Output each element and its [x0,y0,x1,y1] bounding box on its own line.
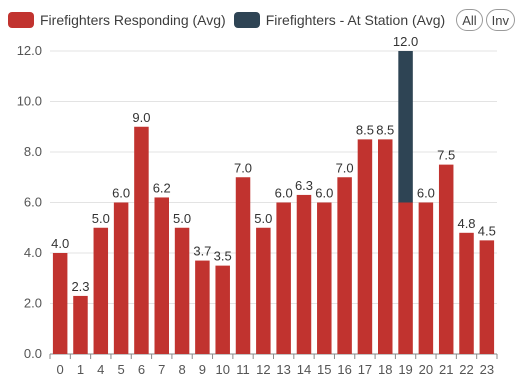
x-tick-label: 9 [199,362,206,377]
bar-responding [154,197,169,354]
y-tick-label: 0.0 [24,346,42,361]
bar-responding [93,227,109,354]
y-tick-label: 10.0 [17,94,42,109]
data-label: 6.0 [275,186,293,201]
x-tick-label: 0 [57,362,64,377]
data-label: 5.0 [92,211,110,226]
y-tick-label: 12.0 [17,43,42,58]
bar-responding [378,139,393,354]
bar-responding [479,240,495,354]
chart-legend: Firefighters Responding (Avg) Firefighte… [8,9,515,31]
bar-responding [134,126,149,354]
x-tick-label: 17 [358,362,372,377]
select-all-button[interactable]: All [456,9,483,31]
legend-item-at-station[interactable]: Firefighters - At Station (Avg) [233,12,446,28]
bar-at-station [398,51,413,203]
data-label: 5.0 [254,211,272,226]
data-label: 12.0 [393,34,418,49]
bar-responding [317,202,332,354]
bar-responding [418,202,434,354]
x-tick-label: 10 [215,362,229,377]
data-label: 8.5 [376,122,394,137]
x-tick-label: 11 [236,362,250,377]
bar-responding [398,202,413,354]
x-tick-label: 8 [178,362,185,377]
data-label: 7.5 [437,148,455,163]
invert-selection-button[interactable]: Inv [485,9,515,31]
x-tick-label: 19 [398,362,412,377]
data-label: 6.0 [315,186,333,201]
x-tick-label: 16 [337,362,351,377]
data-label: 6.3 [295,178,313,193]
x-tick-label: 18 [378,362,392,377]
data-label: 6.0 [112,186,130,201]
x-tick-label: 21 [439,362,453,377]
x-tick-label: 6 [138,362,145,377]
data-label: 4.8 [457,216,475,231]
legend-swatch-responding [8,12,34,28]
data-label: 6.2 [153,180,171,195]
data-label: 9.0 [132,110,150,125]
x-tick-label: 1 [77,362,84,377]
bar-responding [174,227,190,354]
data-label: 6.0 [417,186,435,201]
data-label: 7.0 [336,160,354,175]
data-label: 8.5 [356,122,374,137]
data-label: 7.0 [234,160,252,175]
bar-responding [73,295,88,354]
data-label: 4.5 [478,223,496,238]
bar-responding [296,194,312,354]
x-tick-label: 7 [158,362,165,377]
data-label: 4.0 [51,236,69,251]
x-tick-label: 4 [97,362,104,377]
y-tick-label: 8.0 [24,144,42,159]
bar-responding [195,260,210,354]
y-tick-label: 4.0 [24,245,42,260]
bar-responding [215,265,230,354]
x-tick-label: 20 [419,362,433,377]
bar-responding [52,253,68,354]
bar-responding [235,177,251,354]
x-tick-label: 23 [480,362,494,377]
legend-label-at-station: Firefighters - At Station (Avg) [265,12,446,28]
data-label: 3.5 [214,249,232,264]
x-tick-label: 22 [459,362,473,377]
x-tick-label: 15 [317,362,331,377]
legend-swatch-at-station [233,12,260,28]
legend-item-responding[interactable]: Firefighters Responding (Avg) [8,12,226,28]
data-label: 5.0 [173,211,191,226]
bar-responding [357,139,373,354]
bar-responding [438,164,454,354]
bar-responding [459,232,474,354]
x-tick-label: 5 [117,362,124,377]
x-tick-label: 14 [297,362,311,377]
bar-responding [276,202,291,354]
bar-responding [113,202,129,354]
bar-responding [337,177,352,354]
x-tick-label: 13 [276,362,290,377]
y-tick-label: 2.0 [24,296,42,311]
x-tick-label: 12 [256,362,270,377]
legend-label-responding: Firefighters Responding (Avg) [40,12,226,28]
y-tick-label: 6.0 [24,195,42,210]
bar-responding [256,227,271,354]
data-label: 3.7 [193,244,211,259]
data-label: 2.3 [71,279,89,294]
